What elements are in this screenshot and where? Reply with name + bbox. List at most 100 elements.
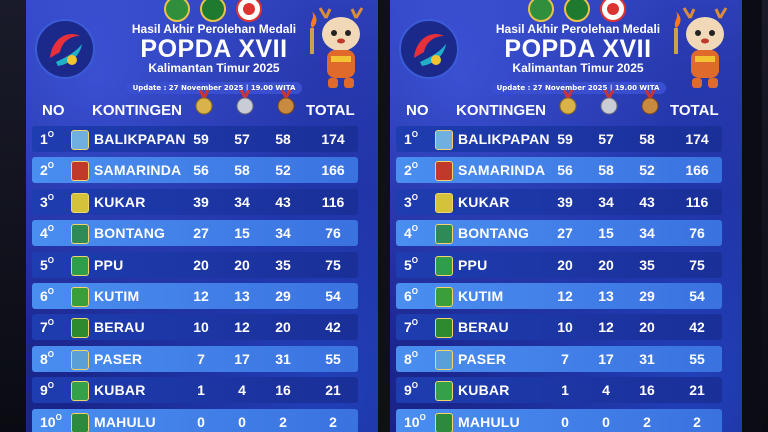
rank-cell: 9O <box>404 381 418 399</box>
regency-crest-icon <box>435 192 453 213</box>
medal-table: 1O BALIKPAPAN 59 57 58 174 2O SAMARINDA 56 58 52 16… <box>26 126 378 432</box>
bronze-count: 2 <box>643 413 651 430</box>
header-title: POPDA XVII <box>504 35 652 63</box>
table-row: 7O BERAU 10 12 20 42 <box>396 314 722 341</box>
column-header-row: NO KONTINGEN TOTAL <box>26 90 378 122</box>
header-location: Kalimantan Timur 2025 <box>148 61 280 75</box>
header-text: Hasil Akhir Perolehan Medali POPDA XVII … <box>480 22 676 94</box>
provincial-emblem-icon <box>164 0 190 22</box>
team-name: KUBAR <box>458 382 510 399</box>
gold-count: 12 <box>193 287 209 304</box>
rank-number: 6 <box>404 287 412 304</box>
team-name: MAHULU <box>458 413 520 430</box>
rank-number: 5 <box>404 256 412 273</box>
rank-number: 9 <box>404 382 412 399</box>
total-count: 2 <box>329 413 337 430</box>
medal-table-panel: Hasil Akhir Perolehan Medali POPDA XVII … <box>26 0 378 432</box>
total-count: 54 <box>689 287 705 304</box>
team-name: SAMARINDA <box>94 162 182 179</box>
gold-count: 1 <box>197 382 205 399</box>
total-count: 2 <box>693 413 701 430</box>
total-count: 76 <box>325 225 341 242</box>
regency-crest-icon <box>435 255 453 276</box>
silver-count: 15 <box>234 225 250 242</box>
table-row: 4O BONTANG 27 15 34 76 <box>396 220 722 247</box>
silver-count: 17 <box>234 350 250 367</box>
total-count: 75 <box>689 256 705 273</box>
gold-count: 56 <box>557 162 573 179</box>
team-name: BONTANG <box>458 225 530 242</box>
rank-ordinal: O <box>411 192 419 202</box>
header-subtitle: Hasil Akhir Perolehan Medali <box>131 22 297 36</box>
table-row: 1O BALIKPAPAN 59 57 58 174 <box>396 126 722 152</box>
gold-count: 0 <box>197 413 205 430</box>
silver-count: 4 <box>238 382 246 399</box>
deer-mascot-icon <box>674 7 728 88</box>
bronze-count: 52 <box>639 162 655 179</box>
header-emblems <box>164 0 262 22</box>
total-count: 21 <box>689 382 705 399</box>
regency-crest-icon <box>71 161 89 182</box>
team-name: PPU <box>94 256 124 273</box>
rank-cell: 7O <box>40 318 55 335</box>
total-count: 116 <box>321 193 345 210</box>
team-name: SAMARINDA <box>458 162 546 179</box>
rank-ordinal: O <box>47 130 55 139</box>
gold-count: 20 <box>193 256 209 273</box>
bronze-count: 35 <box>639 256 655 273</box>
team-name: BALIKPAPAN <box>458 131 550 147</box>
update-badge: Update : 27 November 2025 | 19.00 WITA <box>489 82 667 94</box>
rank-cell: 6O <box>404 286 419 304</box>
table-row: 10O MAHULU 0 0 2 2 <box>396 408 722 432</box>
regency-crest-icon <box>435 224 453 245</box>
silver-count: 20 <box>234 256 250 273</box>
header-subtitle: Hasil Akhir Perolehan Medali <box>495 22 661 36</box>
table-row: 6O KUTIM 12 13 29 54 <box>32 282 358 309</box>
regency-crest-icon <box>435 381 453 402</box>
total-count: 76 <box>689 225 705 242</box>
bronze-count: 31 <box>639 350 655 367</box>
bronze-count: 58 <box>639 131 655 147</box>
header-location: Kalimantan Timur 2025 <box>512 61 644 75</box>
bronze-count: 16 <box>639 382 655 399</box>
regency-crest-icon <box>71 286 89 307</box>
rank-ordinal: O <box>47 318 55 328</box>
rank-number: 10 <box>40 413 56 430</box>
rank-cell: 6O <box>40 287 54 304</box>
silver-medal-icon <box>236 90 254 115</box>
column-no: NO <box>42 102 65 119</box>
rank-ordinal: O <box>411 286 419 296</box>
regency-crest-icon <box>71 130 89 150</box>
medal-table-panel-duplicate: Hasil Akhir Perolehan Medali POPDA XVII … <box>390 0 742 432</box>
regency-crest-icon <box>71 349 89 370</box>
total-count: 55 <box>689 350 705 367</box>
silver-count: 34 <box>234 193 250 210</box>
bronze-count: 34 <box>275 225 291 242</box>
rank-cell: 4O <box>404 224 418 242</box>
table-row: 9O KUBAR 1 4 16 21 <box>396 377 722 404</box>
silver-medal-icon <box>600 90 618 115</box>
rank-number: 4 <box>404 225 412 242</box>
rank-ordinal: O <box>47 161 55 171</box>
gold-count: 12 <box>557 287 573 304</box>
regency-crest-icon <box>71 224 89 245</box>
gold-count: 20 <box>557 256 573 273</box>
team-name: BERAU <box>458 319 509 336</box>
rank-number: 7 <box>404 319 412 336</box>
rank-cell: 2O <box>404 161 418 178</box>
table-row: 5O PPU 20 20 35 75 <box>396 251 722 278</box>
silver-count: 12 <box>598 319 614 336</box>
medal-table: 1O BALIKPAPAN 59 57 58 174 2O SAMARINDA 56 58 52 16… <box>390 126 742 432</box>
bronze-medal-icon <box>277 90 295 115</box>
rank-number: 1 <box>40 131 48 147</box>
deer-mascot-icon <box>310 7 364 88</box>
header-text: Hasil Akhir Perolehan Medali POPDA XVII … <box>116 22 312 94</box>
gold-count: 1 <box>561 382 569 399</box>
gold-count: 59 <box>557 131 573 147</box>
rank-ordinal: O <box>411 255 419 265</box>
gold-medal-icon <box>195 90 213 115</box>
rank-number: 3 <box>404 193 412 210</box>
koni-emblem-icon <box>564 0 590 22</box>
regency-crest-icon <box>435 286 453 307</box>
rank-cell: 10O <box>404 413 426 430</box>
